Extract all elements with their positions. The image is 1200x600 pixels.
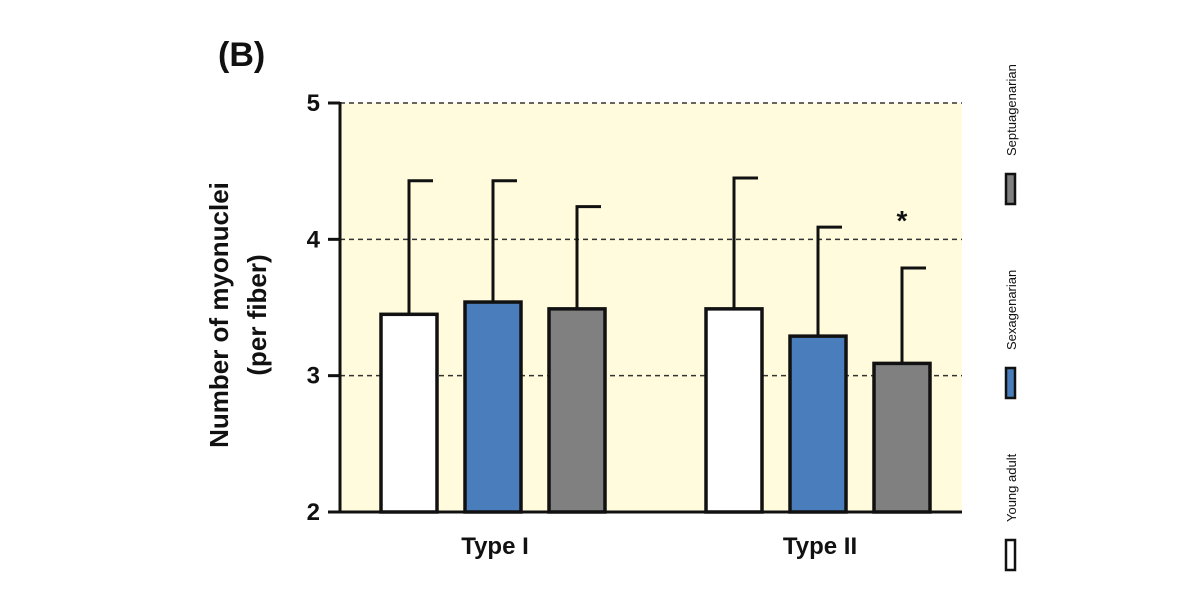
x-category-label-type-ii: Type II [783,533,857,560]
bar-septuagenarian-type-ii [872,361,932,514]
significance-marker: * [897,205,908,236]
legend-label-sexagenarian: Sexagenarian [1004,270,1019,350]
bar-sexagenarian-type-ii [788,334,848,514]
axes [328,102,962,514]
legend: Young adult Sexagenarian Septuagenarian [1004,64,1019,572]
y-tick-label-5: 5 [307,90,320,117]
y-tick-label-4: 4 [307,226,321,253]
legend-swatch-young-adult [1004,538,1017,572]
x-category-label-type-i: Type I [461,533,529,560]
legend-swatch-septuagenarian [1004,172,1017,206]
panel-label: (B) [218,36,265,74]
y-ticks: 2 3 4 5 [307,90,340,526]
grid-lines [340,102,962,377]
bar-young-adult-type-ii [704,307,764,514]
legend-swatch-sexagenarian [1004,366,1017,400]
x-categories: Type I Type II [461,533,857,560]
y-axis-title-line1: Number of myonuclei [204,182,234,448]
legend-label-septuagenarian: Septuagenarian [1004,64,1019,156]
y-tick-label-2: 2 [307,499,320,526]
bar-septuagenarian-type-i [547,307,607,514]
legend-label-young-adult: Young adult [1004,453,1019,522]
y-axis-title: Number of myonuclei (per fiber) [204,182,272,448]
y-tick-label-3: 3 [307,363,320,390]
bar-young-adult-type-i [379,312,439,514]
annotations: * [897,205,908,236]
plot-background [340,103,962,512]
bar-sexagenarian-type-i [463,300,523,514]
y-axis-title-line2: (per fiber) [242,254,272,375]
